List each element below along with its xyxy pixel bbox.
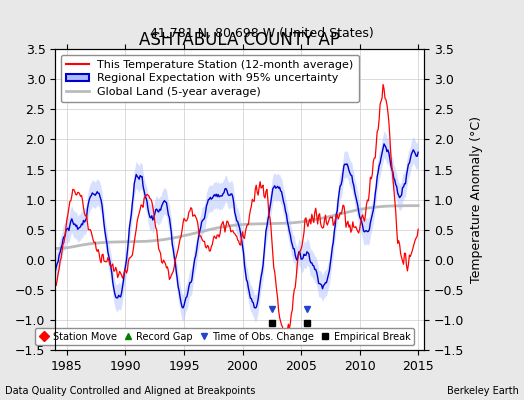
This Temperature Station (12-month average) [70,187,76,192]
Regional Expectation with 95% uncertainty [113,295,119,300]
This Temperature Station (12-month average) [415,227,421,232]
Y-axis label: Temperature Anomaly (°C): Temperature Anomaly (°C) [470,116,483,283]
Regional Expectation with 95% uncertainty [381,142,387,146]
Line: Regional Expectation with 95% uncertainty: Regional Expectation with 95% uncertaint… [55,144,418,308]
Regional Expectation with 95% uncertainty [52,270,58,274]
Text: 41.781 N, 80.698 W (United States): 41.781 N, 80.698 W (United States) [150,28,374,40]
Regional Expectation with 95% uncertainty [150,218,156,222]
Global Land (5-year average) [113,240,119,244]
Line: This Temperature Station (12-month average): This Temperature Station (12-month avera… [55,84,418,342]
Global Land (5-year average) [415,203,421,208]
Text: Berkeley Earth: Berkeley Earth [447,386,519,396]
Line: Global Land (5-year average): Global Land (5-year average) [55,206,418,248]
This Temperature Station (12-month average) [113,265,119,270]
Global Land (5-year average) [52,246,58,251]
Global Land (5-year average) [410,203,417,208]
This Temperature Station (12-month average) [150,204,156,209]
Global Land (5-year average) [150,238,156,243]
Regional Expectation with 95% uncertainty [412,151,418,156]
This Temperature Station (12-month average) [281,340,288,345]
This Temperature Station (12-month average) [52,282,58,287]
Regional Expectation with 95% uncertainty [111,286,117,291]
Text: Data Quality Controlled and Aligned at Breakpoints: Data Quality Controlled and Aligned at B… [5,386,256,396]
Global Land (5-year average) [111,240,117,244]
This Temperature Station (12-month average) [412,238,418,242]
Global Land (5-year average) [383,204,389,209]
Legend: Station Move, Record Gap, Time of Obs. Change, Empirical Break: Station Move, Record Gap, Time of Obs. C… [36,328,414,346]
This Temperature Station (12-month average) [380,82,386,87]
Regional Expectation with 95% uncertainty [385,148,391,152]
This Temperature Station (12-month average) [385,110,391,115]
Regional Expectation with 95% uncertainty [252,306,258,310]
Global Land (5-year average) [70,244,76,249]
Regional Expectation with 95% uncertainty [70,220,76,224]
This Temperature Station (12-month average) [111,269,117,274]
Title: ASHTABULA COUNTY AP: ASHTABULA COUNTY AP [139,31,340,49]
Regional Expectation with 95% uncertainty [415,150,421,155]
